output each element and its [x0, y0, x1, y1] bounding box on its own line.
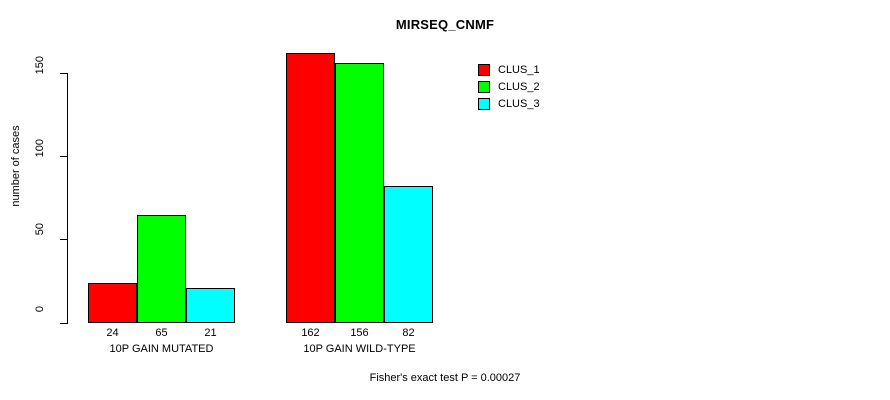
legend-color-swatch: [478, 80, 490, 93]
y-tick-mark: [60, 72, 67, 74]
bar: [384, 186, 433, 323]
bar-value-label: 156: [350, 327, 369, 339]
legend-label: CLUS_2: [498, 80, 540, 93]
statistical-test-annotation: Fisher's exact test P = 0.00027: [369, 372, 521, 384]
legend-label: CLUS_3: [498, 97, 540, 110]
page-title: MIRSEQ_CNMF: [395, 17, 495, 32]
y-tick-mark: [60, 322, 67, 324]
legend-color-swatch: [478, 97, 490, 110]
bar-value-label: 82: [402, 327, 415, 339]
legend-label: CLUS_1: [498, 63, 540, 76]
bar-value-label: 21: [204, 327, 217, 339]
bar-value-label: 162: [301, 327, 320, 339]
bar: [335, 63, 384, 323]
bar: [137, 214, 186, 323]
legend-color-swatch: [478, 63, 490, 76]
y-axis-line: [67, 73, 68, 324]
legend-item: CLUS_1: [478, 61, 540, 78]
group-label: 10P GAIN WILD-TYPE: [303, 343, 416, 355]
group-label: 10P GAIN MUTATED: [109, 343, 214, 355]
bar-value-label: 24: [106, 327, 119, 339]
bar: [88, 283, 137, 323]
legend-item: CLUS_2: [478, 78, 540, 95]
bar-value-label: 65: [155, 327, 168, 339]
legend: CLUS_1 CLUS_2 CLUS_3: [478, 61, 540, 112]
bar: [186, 288, 235, 323]
y-tick-mark: [60, 155, 67, 157]
bar: [286, 53, 335, 323]
legend-item: CLUS_3: [478, 95, 540, 112]
y-tick-mark: [60, 239, 67, 241]
